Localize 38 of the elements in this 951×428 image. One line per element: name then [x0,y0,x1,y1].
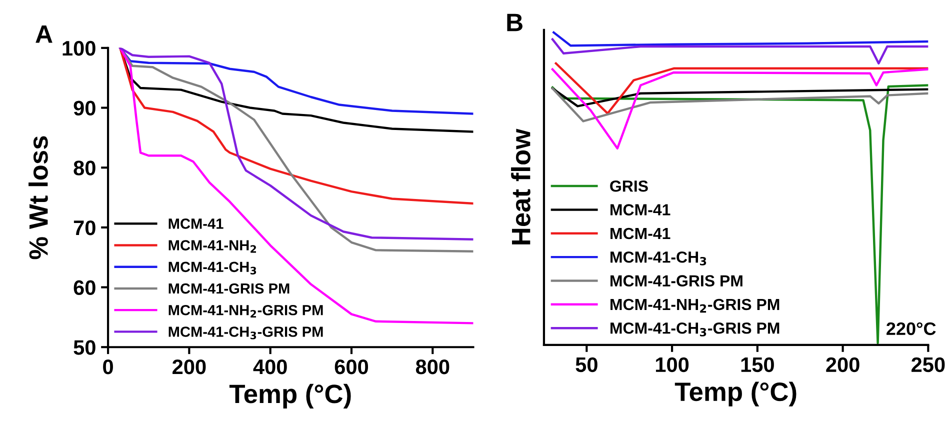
y-tick-label: 50 [74,340,96,355]
y-axis-title: % Wt loss [28,136,48,260]
chart-title: A [36,26,52,43]
line-series [119,48,474,324]
x-axis-title: Temp (°C) [229,384,351,408]
legend-label: MCM-41-GRIS PM [610,275,742,286]
x-tick-label: 200 [826,357,860,372]
line-series [119,48,474,205]
chart-title: B [507,14,522,32]
x-axis-title: Temp (°C) [674,382,796,406]
x-tick-label: 100 [656,357,689,372]
y-tick-label: 100 [62,40,96,56]
legend-label: MCM-41 [610,204,670,216]
y-tick-label: 70 [74,220,96,236]
y-axis-title: Heat flow [511,128,530,244]
x-tick-label: 250 [912,357,945,372]
legend-label: MCM-41-GRIS PM [168,283,290,294]
legend-label: MCM-41-NH$_{2}$-GRIS PM [610,298,780,313]
x-tick-label: 800 [416,359,450,374]
x-tick-label: 600 [334,359,368,374]
x-tick-label: 200 [172,359,206,374]
x-tick-label: 150 [741,357,774,372]
y-tick-label: 80 [74,160,96,176]
legend-label: MCM-41 [168,218,224,229]
legend-label: MCM-41-CH$_{3}$-GRIS PM [610,322,780,336]
legend-label: MCM-41-NH$_{2}$-GRIS PM [168,304,323,318]
legend-label: MCM-41-CH$_{3}$ [610,251,706,266]
x-tick-label: 50 [576,357,598,372]
legend-label: GRIS [610,180,648,192]
legend-label: MCM-41-CH$_{3}$-GRIS PM [168,326,323,340]
y-tick-label: 60 [74,280,96,296]
y-tick-label: 90 [74,100,96,116]
x-tick-label: 400 [253,359,287,374]
x-tick-label: 0 [103,359,113,374]
legend-label: MCM-41-NH$_{2}$ [168,240,256,253]
legend-label: MCM-41-CH$_{3}$ [168,262,256,274]
legend-label: MCM-41 [610,228,670,240]
annotation: 220°C [886,322,936,336]
